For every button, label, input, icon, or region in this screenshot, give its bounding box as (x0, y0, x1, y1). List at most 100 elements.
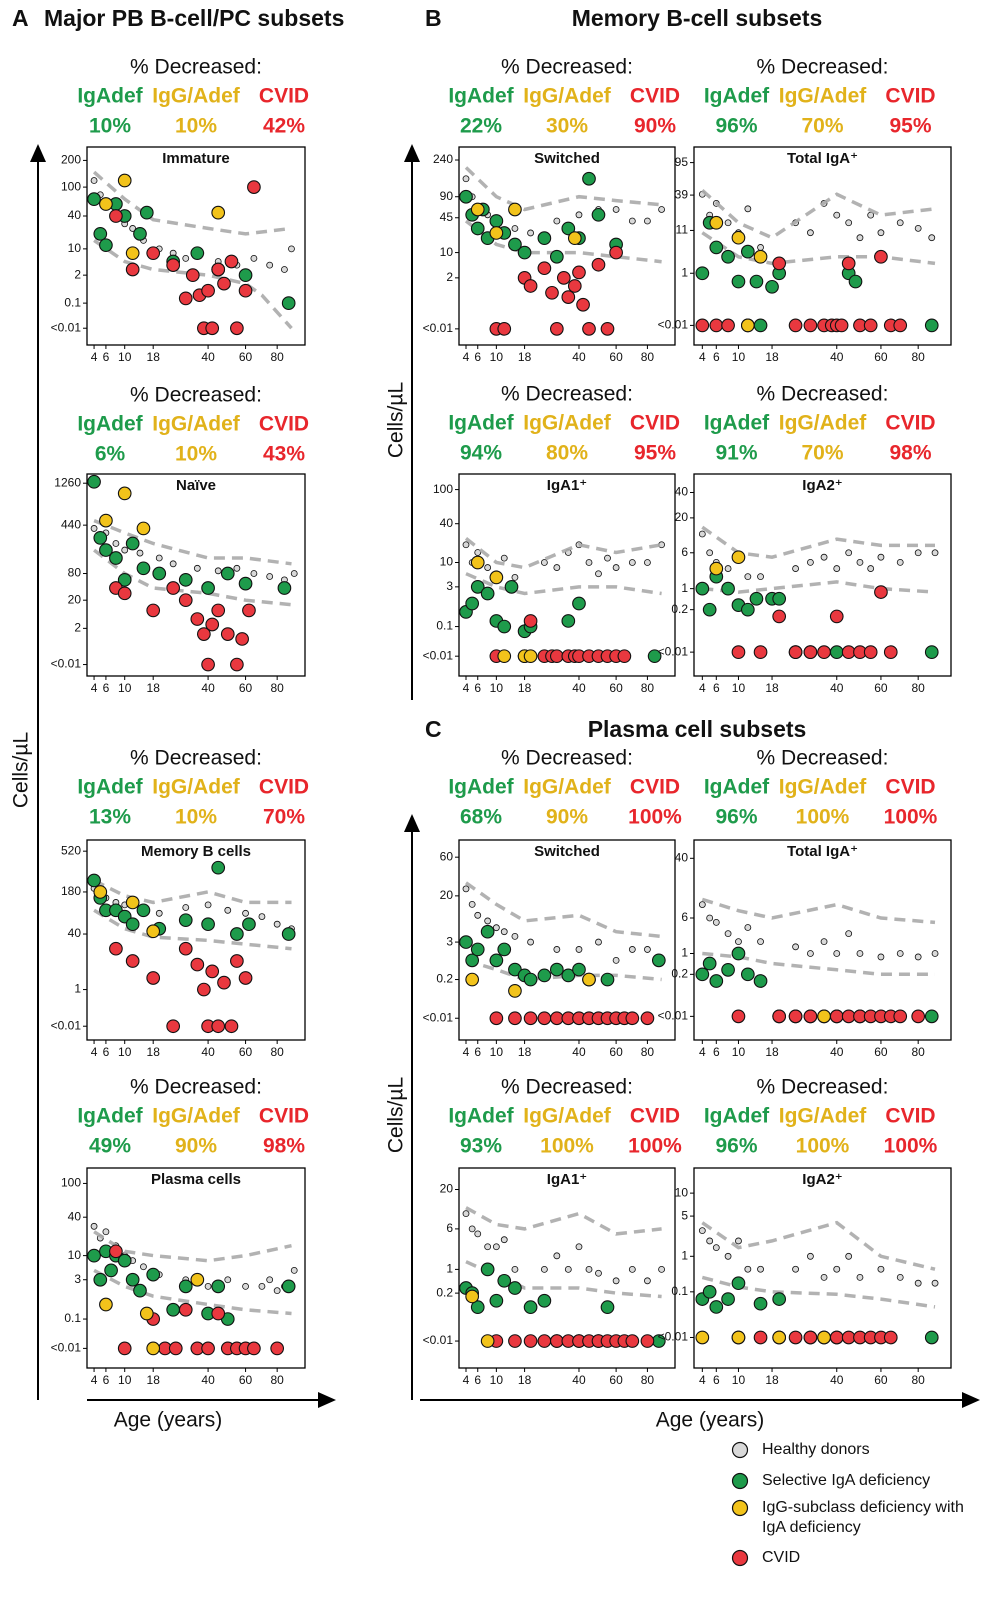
patient-point (523, 972, 538, 987)
x-tick-label: 60 (874, 350, 888, 364)
group-name: IgAdef (77, 413, 143, 436)
healthy-point (527, 229, 534, 237)
trend-line (93, 548, 292, 607)
patient-point (788, 318, 803, 333)
y-tick-label: 11 (676, 223, 689, 237)
patient-point (647, 649, 662, 664)
patient-point (465, 596, 480, 611)
x-tick-label: 18 (765, 1373, 779, 1387)
patient-point (93, 227, 108, 241)
group-percent: 98% (889, 442, 931, 465)
x-tick-label: 18 (147, 681, 161, 695)
x-tick-label: 4 (463, 1045, 470, 1059)
legend-swatch (731, 1549, 749, 1567)
x-tick-label: 80 (912, 681, 926, 695)
y-tick-label: 20 (68, 592, 82, 606)
group-percent: 93% (460, 1135, 502, 1158)
patient-point (109, 551, 123, 565)
plot-frame (458, 839, 676, 1041)
chart-title: IgA1⁺ (547, 477, 587, 494)
patient-point (459, 189, 473, 204)
group-name: IgAdef (704, 776, 770, 799)
patient-point (508, 1334, 522, 1348)
healthy-point (102, 1228, 110, 1236)
group-name: IgG/Adef (779, 776, 868, 799)
x-tick-label: 40 (572, 350, 586, 364)
healthy-point (712, 1244, 720, 1252)
patient-point (217, 975, 231, 990)
x-tick-label: 6 (713, 1045, 720, 1059)
patient-point (480, 1334, 495, 1348)
y-axis-label: Cells/µL (10, 732, 33, 808)
patient-point (480, 586, 495, 601)
y-tick-label: 100 (61, 1176, 81, 1190)
patient-point (567, 279, 582, 293)
patient-point (772, 609, 787, 624)
group-percent: 43% (263, 443, 305, 466)
y-tick-label: 80 (68, 566, 82, 580)
patient-point (829, 609, 844, 624)
y-tick-label: 40 (440, 516, 454, 530)
patient-point (242, 603, 256, 618)
healthy-point (90, 177, 98, 184)
patient-point (695, 266, 710, 281)
y-tick-label: <0.01 (658, 644, 689, 658)
patient-point (600, 1300, 615, 1315)
patient-point (731, 1009, 746, 1024)
x-tick-label: 4 (699, 681, 706, 695)
y-tick-label: 95 (675, 155, 689, 169)
trend-line (93, 908, 292, 951)
x-tick-label: 4 (91, 1045, 98, 1059)
healthy-point (706, 1237, 714, 1245)
decreased-title: % Decreased: (130, 384, 262, 407)
patient-point (136, 561, 151, 576)
patient-point (480, 924, 495, 939)
group-percent: 94% (460, 442, 502, 465)
patient-point (489, 953, 504, 968)
x-tick-label: 10 (118, 1045, 132, 1059)
y-tick-label: 0.2 (671, 602, 688, 616)
y-tick-label: 1 (74, 982, 81, 996)
patient-point (545, 285, 559, 300)
healthy-point (724, 219, 732, 227)
chart-title: IgA2⁺ (802, 1171, 842, 1188)
patient-point (220, 627, 235, 641)
section-letter: B (425, 5, 442, 31)
healthy-point (500, 1236, 508, 1244)
patient-point (470, 202, 485, 217)
x-axis-label: Age (years) (114, 1409, 223, 1432)
patient-point (470, 942, 485, 957)
patient-point (721, 581, 735, 596)
y-tick-label: 0.1 (64, 295, 81, 309)
y-tick-label: 1260 (54, 475, 81, 489)
healthy-point (706, 914, 714, 922)
healthy-point (462, 541, 470, 549)
group-percent: 90% (546, 806, 588, 829)
patient-point (238, 268, 253, 283)
patient-point (549, 322, 564, 336)
y-tick-label: 90 (440, 189, 454, 203)
patient-point (537, 968, 552, 983)
patient-point (201, 1341, 215, 1356)
chart-title: Immature (162, 150, 230, 167)
x-tick-label: 80 (641, 681, 655, 695)
x-tick-label: 80 (912, 350, 926, 364)
patient-point (537, 261, 552, 276)
group-percent: 91% (715, 442, 757, 465)
healthy-point (595, 938, 602, 946)
patient-point (772, 1330, 787, 1345)
y-tick-label: 6 (446, 1221, 453, 1235)
y-tick-label: 60 (440, 849, 454, 863)
healthy-point (807, 1252, 814, 1260)
healthy-point (540, 559, 548, 566)
group-percent: 13% (89, 806, 131, 829)
group-name: IgG/Adef (779, 85, 868, 108)
healthy-point (724, 565, 732, 572)
healthy-point (698, 901, 706, 908)
section-title: Plasma cell subsets (588, 716, 807, 742)
healthy-point (575, 1243, 583, 1251)
patient-point (640, 1011, 655, 1026)
patient-point (841, 256, 856, 271)
group-name: CVID (630, 776, 680, 799)
